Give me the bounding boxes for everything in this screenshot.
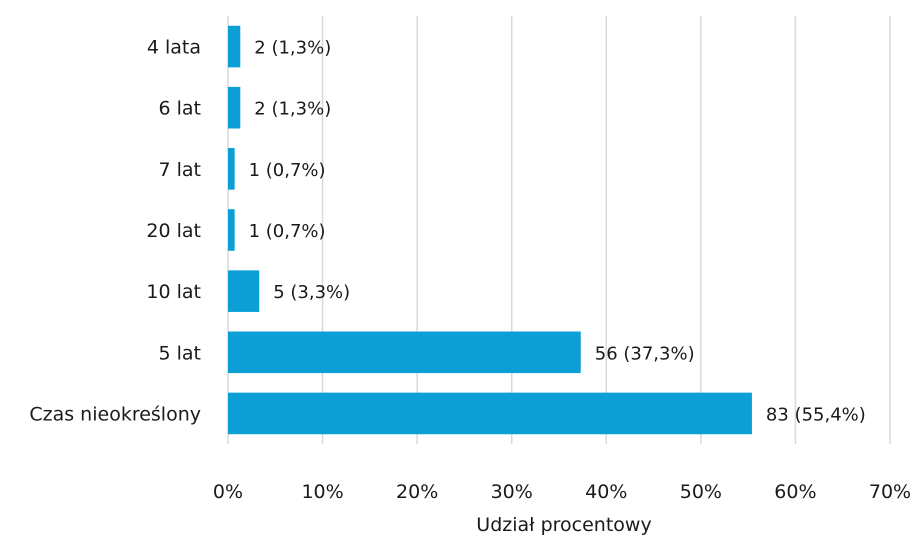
x-tick-label: 0% xyxy=(213,481,243,503)
bars xyxy=(228,25,752,435)
data-label: 1 (0,7%) xyxy=(249,221,326,242)
data-label: 2 (1,3%) xyxy=(254,99,331,120)
x-tick-label: 10% xyxy=(301,481,343,503)
category-label: 7 lat xyxy=(159,159,202,181)
data-label: 5 (3,3%) xyxy=(273,282,350,303)
category-label: 6 lat xyxy=(159,98,202,120)
x-tick-label: 50% xyxy=(680,481,722,503)
data-label: 1 (0,7%) xyxy=(249,160,326,181)
data-label: 2 (1,3%) xyxy=(254,38,331,59)
data-labels: 2 (1,3%) 2 (1,3%) 1 (0,7%) 1 (0,7%) 5 (3,3%)… xyxy=(249,38,866,426)
bar xyxy=(228,331,581,374)
bar xyxy=(228,209,235,251)
data-label: 83 (55,4%) xyxy=(766,404,866,425)
data-label: 56 (37,3%) xyxy=(595,343,695,364)
x-tick-labels: 0% 10% 20% 30% 40% 50% 60% 70% xyxy=(213,481,911,503)
bar xyxy=(228,148,235,190)
category-label: 4 lata xyxy=(147,37,201,59)
x-tick-label: 70% xyxy=(869,481,911,503)
bar xyxy=(228,25,241,68)
x-tick-label: 60% xyxy=(774,481,816,503)
x-tick-label: 40% xyxy=(585,481,627,503)
category-label: 20 lat xyxy=(146,220,201,242)
category-label: 10 lat xyxy=(146,281,201,303)
bar xyxy=(228,392,752,435)
bar xyxy=(228,86,241,129)
category-label: Czas nieokreślony xyxy=(29,403,201,425)
gridlines xyxy=(227,16,891,444)
category-labels: 4 lata 6 lat 7 lat 20 lat 10 lat 5 lat Czas ni… xyxy=(29,37,201,426)
x-tick-label: 30% xyxy=(491,481,533,503)
category-label: 5 lat xyxy=(159,342,202,364)
x-tick-label: 20% xyxy=(396,481,438,503)
x-axis-title: Udział procentowy xyxy=(476,514,651,536)
bar xyxy=(228,270,260,312)
